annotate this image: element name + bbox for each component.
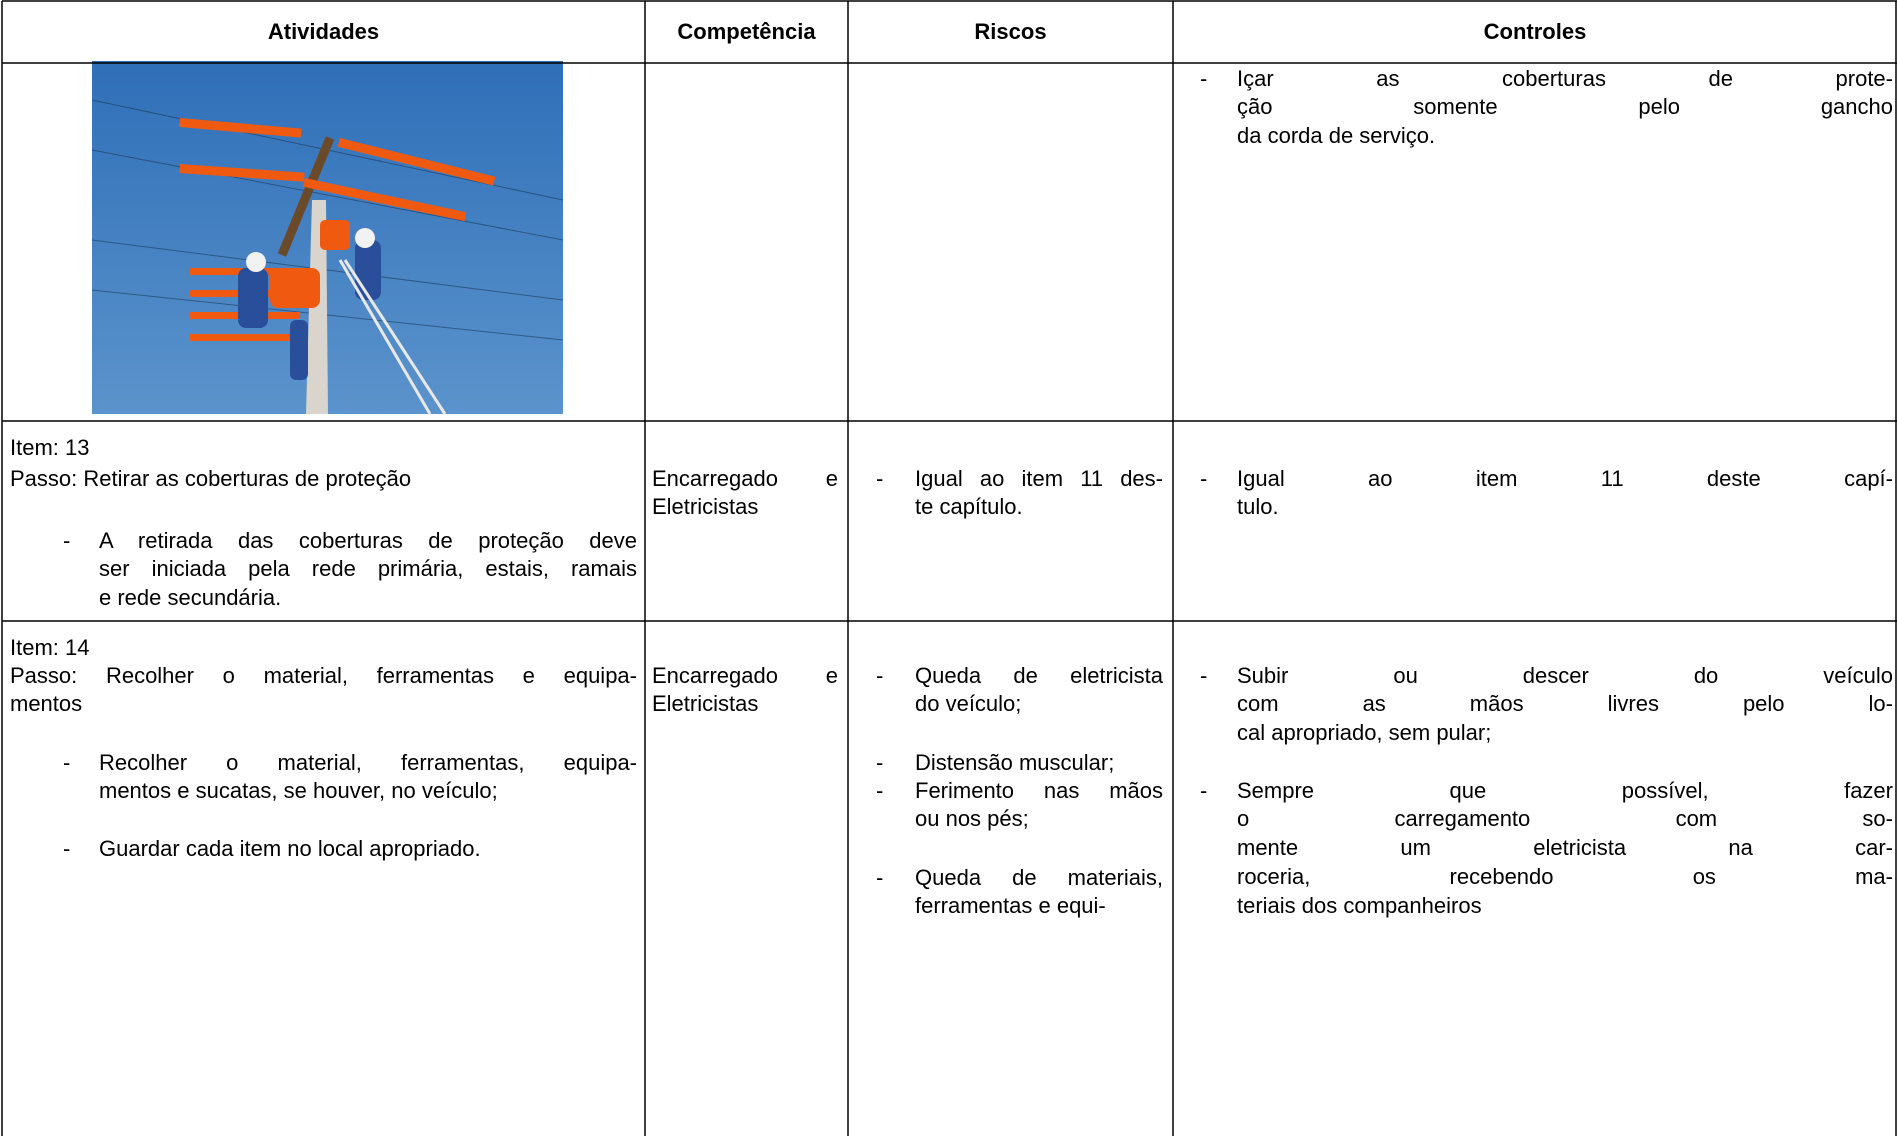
bullet: -	[63, 527, 71, 553]
bullet: -	[1200, 662, 1208, 688]
text-line: Guardar cada item no local apropriado.	[99, 835, 481, 861]
column-header: Competência	[677, 19, 816, 44]
text-line: o carregamento com so-	[1237, 806, 1893, 832]
text-line: Subir ou descer do veículo	[1237, 662, 1893, 688]
bullet: -	[876, 777, 884, 803]
text-line: tulo.	[1237, 494, 1279, 520]
text-line: roceria, recebendo os ma-	[1237, 863, 1893, 889]
text-line: Queda de materiais,	[915, 864, 1163, 890]
text-line: Queda de eletricista	[915, 662, 1163, 688]
text-line: te capítulo.	[915, 494, 1023, 520]
text-line: Passo: Recolher o material, ferramentas …	[10, 662, 637, 688]
bullet: -	[63, 835, 71, 861]
bullet: -	[63, 749, 71, 775]
text-line: mentos	[10, 691, 83, 717]
text-line: e rede secundária.	[99, 585, 282, 611]
column-header: Riscos	[974, 19, 1047, 44]
photo	[91, 61, 564, 415]
bullet: -	[876, 465, 884, 491]
bullet: -	[1200, 65, 1208, 91]
text-line: Encarregado e	[652, 662, 838, 688]
text-line: A retirada das coberturas de proteção de…	[99, 527, 637, 553]
text-line: teriais dos companheiros	[1237, 892, 1482, 918]
bullet: -	[1200, 465, 1208, 491]
text-line: ser iniciada pela rede primária, estais,…	[99, 556, 637, 582]
text-line: Eletricistas	[652, 494, 759, 520]
text-line: Recolher o material, ferramentas, equipa…	[99, 749, 637, 775]
text-line: Item: 14	[10, 634, 90, 660]
text-line: mentos e sucatas, se houver, no veículo;	[99, 778, 498, 804]
column-header: Controles	[1483, 19, 1587, 44]
text-line: ou nos pés;	[915, 806, 1029, 832]
text-line: Ferimento nas mãos	[915, 777, 1163, 803]
text-line: Eletricistas	[652, 691, 759, 717]
bullet: -	[876, 749, 884, 775]
text-line: Içar as coberturas de prote-	[1237, 65, 1893, 91]
text-line: ção somente pelo gancho	[1237, 94, 1893, 120]
text-line: do veículo;	[915, 691, 1022, 717]
bullet: -	[1200, 777, 1208, 803]
text-line: Item: 13	[10, 434, 90, 460]
text-line: Encarregado e	[652, 465, 838, 491]
bullet: -	[876, 662, 884, 688]
text-line: cal apropriado, sem pular;	[1237, 720, 1492, 746]
text-line: da corda de serviço.	[1237, 123, 1436, 149]
text-line: Passo: Retirar as coberturas de proteção	[10, 465, 412, 491]
text-line: Igual ao item 11 des-	[915, 465, 1163, 491]
text-line: Igual ao item 11 deste capí-	[1237, 465, 1893, 491]
text-line: Distensão muscular;	[915, 749, 1115, 775]
bullet: -	[876, 864, 884, 890]
text-line: ferramentas e equi-	[915, 893, 1106, 919]
text-line: mente um eletricista na car-	[1237, 835, 1893, 861]
text-line: Sempre que possível, fazer	[1237, 777, 1893, 803]
text-line: com as mãos livres pelo lo-	[1237, 691, 1893, 717]
column-header: Atividades	[267, 19, 380, 44]
